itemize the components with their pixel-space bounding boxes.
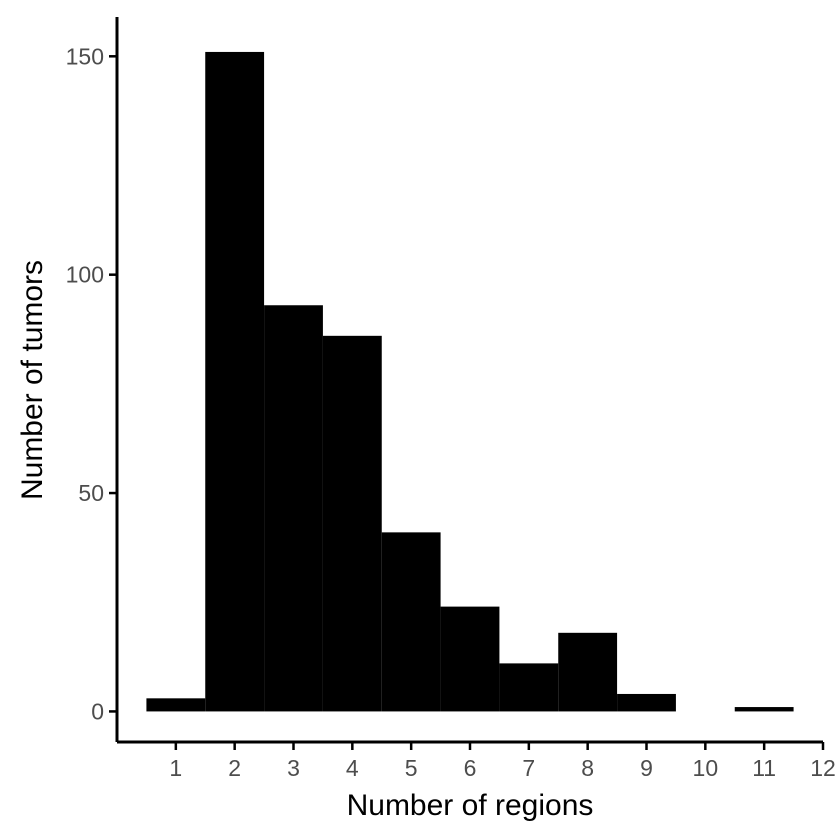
bar-1 — [146, 698, 206, 712]
x-tick-label-11: 11 — [752, 755, 776, 781]
bar-2 — [205, 51, 265, 712]
bar-5 — [381, 532, 441, 712]
y-axis-title: Number of tumors — [16, 260, 49, 500]
bar-6 — [440, 606, 500, 712]
y-tick-label-0: 0 — [91, 698, 104, 724]
bar-4 — [322, 335, 382, 712]
bar-7 — [499, 663, 559, 712]
x-tick-label-9: 9 — [640, 755, 653, 781]
bar-11 — [734, 707, 794, 712]
x-tick-label-8: 8 — [581, 755, 594, 781]
bar-8 — [558, 632, 618, 712]
bars-group — [146, 51, 794, 712]
x-tick-label-3: 3 — [287, 755, 300, 781]
x-ticks-group: 1 2 3 4 5 6 7 8 9 10 11 12 — [169, 742, 836, 781]
x-axis-title: Number of regions — [347, 789, 594, 822]
x-tick-label-12: 12 — [810, 755, 836, 781]
y-tick-label-100: 100 — [66, 262, 104, 288]
x-tick-label-5: 5 — [405, 755, 418, 781]
y-tick-label-50: 50 — [78, 480, 104, 506]
x-tick-label-10: 10 — [693, 755, 719, 781]
x-tick-label-4: 4 — [346, 755, 359, 781]
x-tick-label-1: 1 — [169, 755, 182, 781]
x-tick-label-6: 6 — [464, 755, 477, 781]
x-tick-label-2: 2 — [228, 755, 241, 781]
x-tick-label-7: 7 — [522, 755, 535, 781]
y-ticks-group: 0 50 100 150 — [66, 43, 117, 724]
bar-3 — [264, 305, 323, 712]
y-tick-label-150: 150 — [66, 43, 104, 69]
bar-9 — [617, 693, 676, 712]
